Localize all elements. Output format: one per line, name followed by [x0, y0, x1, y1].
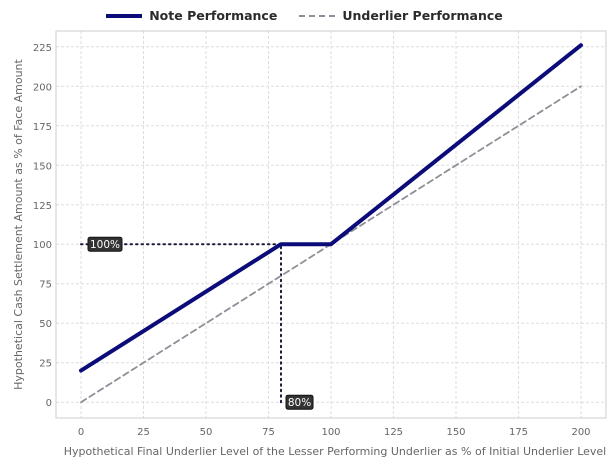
- y-tick-label: 75: [39, 280, 52, 291]
- legend-label: Note Performance: [149, 8, 278, 23]
- legend-item-underlier-performance: Underlier Performance: [299, 8, 503, 23]
- legend-swatch-dashed: [299, 14, 336, 17]
- annotation-label: 100%: [90, 239, 120, 251]
- x-axis-label: Hypothetical Final Underlier Level of th…: [64, 445, 607, 458]
- plot-frame: [55, 30, 607, 419]
- y-axis-label: Hypothetical Cash Settlement Amount as %…: [12, 58, 25, 389]
- y-tick-label: 0: [46, 398, 52, 409]
- y-tick-label: 200: [33, 82, 52, 93]
- x-tick-label: 50: [200, 427, 213, 438]
- x-tick-label: 200: [571, 427, 590, 438]
- x-tick-label: 25: [137, 427, 150, 438]
- x-tick-label: 150: [446, 427, 465, 438]
- y-tick-label: 125: [33, 201, 52, 212]
- tick-labels: 0 25 50 75 100 125 150 175 200 0 25 50 75 100 125 150 17…: [33, 43, 591, 438]
- annotation-80-percent: 80%: [285, 394, 314, 410]
- x-tick-label: 125: [384, 427, 403, 438]
- annotation-box: [87, 236, 123, 252]
- x-tick-label: 0: [78, 427, 84, 438]
- annotation-100-percent: 100%: [87, 236, 123, 252]
- x-tick-label: 175: [509, 427, 528, 438]
- annotation-box: [285, 394, 314, 410]
- y-tick-label: 50: [39, 319, 52, 330]
- note-performance-line: [79, 43, 583, 373]
- y-tick-label: 25: [39, 359, 52, 370]
- legend-swatch-solid: [106, 13, 143, 18]
- annotation-label: 80%: [288, 397, 311, 409]
- legend-item-note-performance: Note Performance: [106, 8, 277, 23]
- y-tick-label: 225: [33, 43, 52, 54]
- y-tick-label: 150: [33, 161, 52, 172]
- x-tick-label: 100: [321, 427, 340, 438]
- y-tick-label: 100: [33, 240, 52, 251]
- series-lines: [79, 43, 583, 404]
- x-tick-label: 75: [262, 427, 275, 438]
- legend-label: Underlier Performance: [342, 8, 503, 23]
- y-tick-label: 175: [33, 122, 52, 133]
- legend: Note Performance Underlier Performance: [0, 8, 609, 23]
- annotation-labels: 100% 80%: [87, 236, 314, 410]
